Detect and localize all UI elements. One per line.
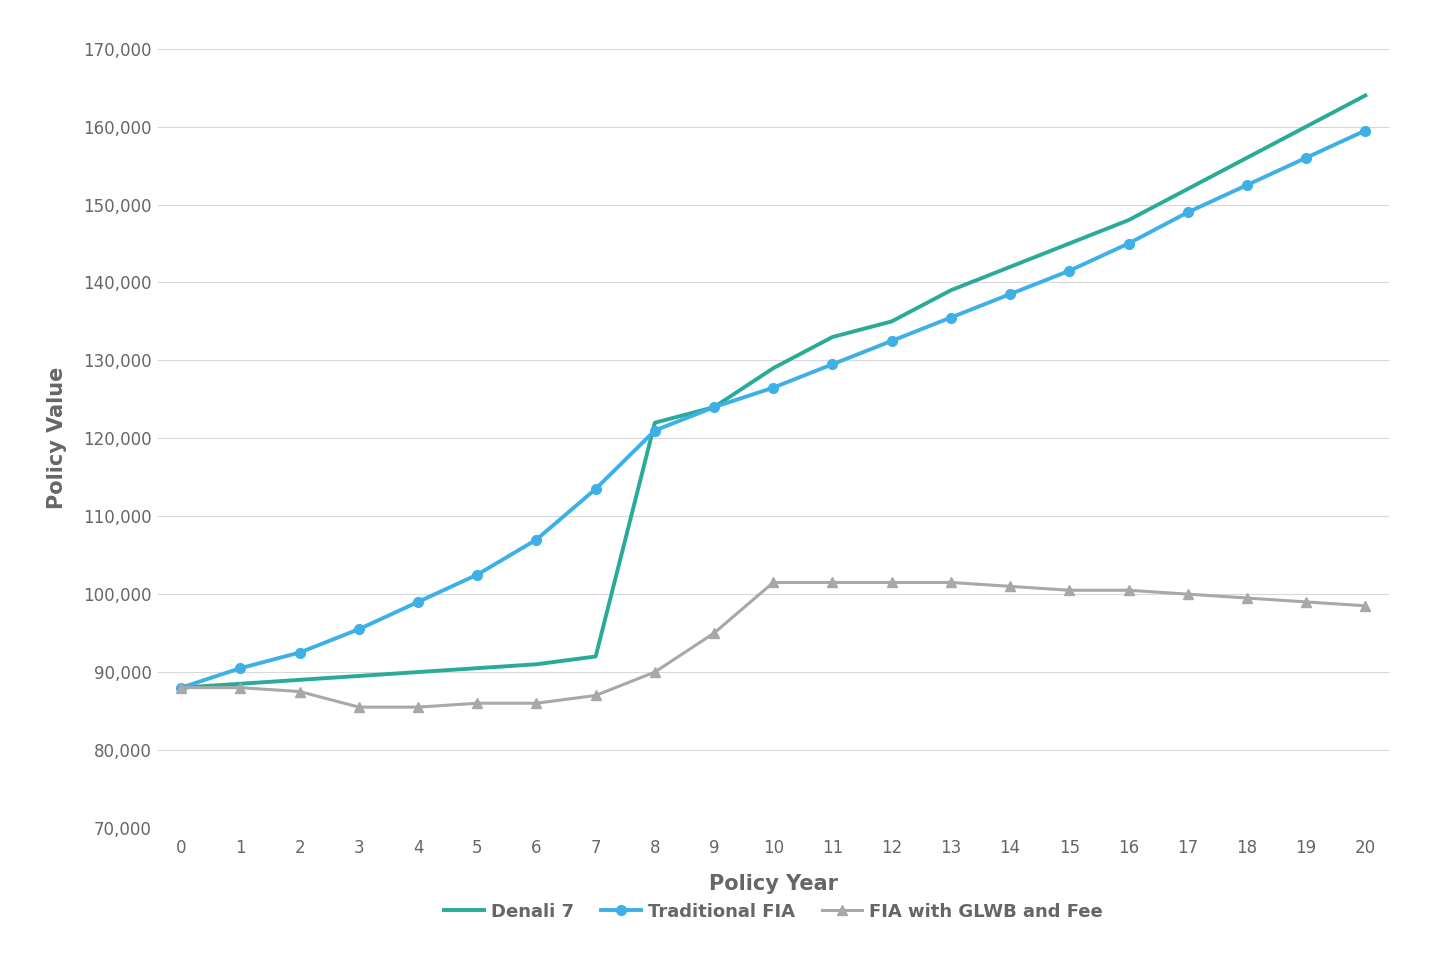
FIA with GLWB and Fee (646, 666, 663, 678)
FIA with GLWB and Fee (765, 577, 782, 588)
FIA with GLWB and Fee (1356, 600, 1373, 612)
Denali 7 (1356, 90, 1373, 101)
X-axis label: Policy Year: Policy Year (709, 874, 838, 894)
Denali 7 (884, 316, 901, 327)
Traditional FIA (528, 534, 546, 545)
FIA with GLWB and Fee (528, 697, 546, 709)
Traditional FIA (1239, 179, 1256, 191)
Line: FIA with GLWB and Fee: FIA with GLWB and Fee (176, 578, 1370, 712)
Traditional FIA (468, 569, 485, 581)
Denali 7 (468, 662, 485, 674)
Denali 7 (942, 284, 959, 296)
Traditional FIA (232, 662, 249, 674)
Traditional FIA (410, 596, 427, 608)
Line: Traditional FIA: Traditional FIA (176, 126, 1370, 693)
Denali 7 (528, 658, 546, 670)
Traditional FIA (173, 682, 190, 693)
Traditional FIA (1061, 265, 1078, 277)
Denali 7 (173, 682, 190, 693)
Denali 7 (587, 651, 604, 662)
Denali 7 (291, 674, 308, 686)
Denali 7 (1120, 214, 1137, 226)
FIA with GLWB and Fee (468, 697, 485, 709)
Traditional FIA (587, 483, 604, 495)
Traditional FIA (291, 647, 308, 658)
Traditional FIA (1120, 238, 1137, 249)
Traditional FIA (1297, 152, 1315, 164)
FIA with GLWB and Fee (232, 682, 249, 693)
Line: Denali 7: Denali 7 (182, 95, 1365, 688)
Denali 7 (351, 670, 368, 682)
Traditional FIA (1356, 125, 1373, 136)
FIA with GLWB and Fee (1001, 581, 1018, 592)
FIA with GLWB and Fee (942, 577, 959, 588)
FIA with GLWB and Fee (706, 627, 723, 639)
FIA with GLWB and Fee (351, 701, 368, 713)
FIA with GLWB and Fee (410, 701, 427, 713)
FIA with GLWB and Fee (173, 682, 190, 693)
FIA with GLWB and Fee (1061, 584, 1078, 596)
FIA with GLWB and Fee (823, 577, 841, 588)
Traditional FIA (884, 335, 901, 347)
Denali 7 (232, 678, 249, 690)
Traditional FIA (823, 358, 841, 370)
Traditional FIA (942, 312, 959, 323)
Denali 7 (823, 331, 841, 343)
Denali 7 (1061, 238, 1078, 249)
Denali 7 (646, 417, 663, 429)
FIA with GLWB and Fee (1239, 592, 1256, 604)
Denali 7 (706, 401, 723, 413)
Traditional FIA (646, 425, 663, 436)
FIA with GLWB and Fee (1179, 588, 1196, 600)
Traditional FIA (1001, 288, 1018, 300)
Traditional FIA (1179, 206, 1196, 218)
Denali 7 (410, 666, 427, 678)
Denali 7 (1297, 121, 1315, 132)
Legend: Denali 7, Traditional FIA, FIA with GLWB and Fee: Denali 7, Traditional FIA, FIA with GLWB… (437, 895, 1110, 928)
Traditional FIA (706, 401, 723, 413)
Denali 7 (1239, 152, 1256, 164)
Denali 7 (1001, 261, 1018, 273)
Y-axis label: Policy Value: Policy Value (47, 367, 67, 509)
FIA with GLWB and Fee (1297, 596, 1315, 608)
FIA with GLWB and Fee (1120, 584, 1137, 596)
Traditional FIA (765, 382, 782, 393)
Denali 7 (765, 362, 782, 374)
FIA with GLWB and Fee (291, 686, 308, 697)
FIA with GLWB and Fee (884, 577, 901, 588)
Denali 7 (1179, 183, 1196, 195)
FIA with GLWB and Fee (587, 690, 604, 701)
Traditional FIA (351, 623, 368, 635)
